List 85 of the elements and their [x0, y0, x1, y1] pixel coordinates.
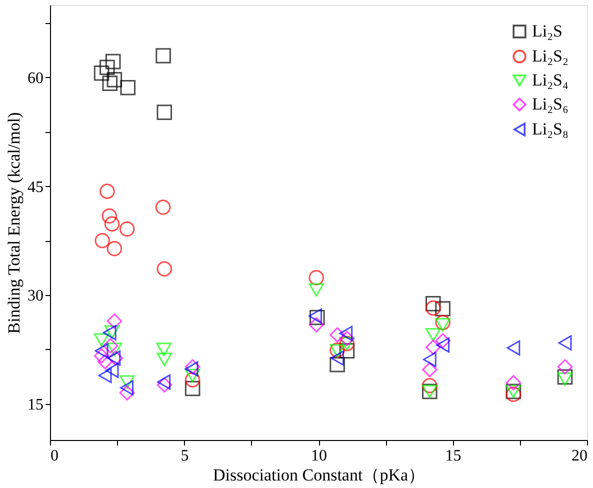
point — [426, 328, 441, 342]
point — [426, 296, 441, 312]
y-axis-title: Binding Total Energy (kcal/mol) — [4, 112, 24, 334]
point — [108, 350, 124, 366]
point — [308, 270, 324, 286]
point — [94, 348, 110, 364]
point — [155, 200, 171, 215]
point — [102, 325, 116, 340]
point — [426, 300, 441, 316]
y-tick-label: 15 — [28, 396, 44, 414]
point — [94, 343, 108, 358]
point — [119, 385, 135, 401]
point — [506, 375, 522, 390]
point — [97, 354, 113, 370]
point — [156, 342, 172, 356]
point — [308, 283, 324, 297]
point — [184, 380, 200, 396]
y-tick-label: 45 — [28, 178, 44, 196]
point — [308, 308, 322, 324]
x-tick-label: 15 — [445, 448, 462, 464]
point — [94, 66, 110, 81]
point — [308, 317, 324, 332]
point — [435, 301, 450, 316]
point — [339, 326, 353, 342]
point — [156, 48, 171, 64]
point — [94, 333, 110, 347]
point — [98, 368, 112, 384]
point — [106, 240, 122, 256]
point — [422, 352, 436, 368]
point — [100, 60, 115, 75]
x-tick-label: 10 — [311, 448, 327, 464]
point — [422, 378, 438, 394]
point — [184, 372, 200, 388]
x-tick-label: 5 — [180, 448, 189, 464]
y-tick-label: 30 — [28, 288, 44, 304]
point — [156, 377, 172, 393]
x-tick-label: 0 — [50, 448, 58, 464]
point — [105, 362, 119, 378]
point — [435, 318, 450, 332]
point — [106, 313, 122, 329]
point — [339, 330, 355, 346]
legend-label: Li₂S₈ — [532, 120, 568, 138]
point — [310, 310, 325, 326]
point — [330, 356, 345, 372]
point — [435, 333, 450, 348]
x-tick-label: 20 — [572, 448, 588, 464]
point — [119, 375, 135, 389]
point — [107, 350, 121, 366]
point — [120, 80, 136, 96]
point — [94, 232, 110, 248]
legend-label: Li₂S — [532, 22, 562, 40]
legend-label: Li₂S₆ — [532, 94, 568, 114]
legend-label: Li₂S₄ — [532, 70, 568, 90]
x-axis-title: Dissociation Constant（pKa） — [212, 466, 426, 484]
point — [102, 338, 118, 354]
point — [106, 342, 122, 356]
point — [558, 335, 572, 350]
point — [156, 352, 172, 366]
point — [557, 359, 573, 374]
point — [104, 325, 120, 339]
point — [157, 374, 171, 390]
point — [102, 208, 117, 224]
point — [119, 221, 135, 237]
point — [506, 340, 520, 356]
point — [102, 76, 118, 91]
point — [557, 372, 573, 386]
y-tick-label: 60 — [28, 70, 44, 87]
point — [506, 386, 522, 402]
point — [330, 327, 345, 343]
point — [106, 72, 122, 88]
point — [557, 369, 573, 385]
point — [422, 362, 438, 378]
point — [184, 368, 200, 382]
point — [105, 54, 121, 70]
legend-label: Li₂S₂ — [532, 46, 568, 66]
point — [426, 340, 441, 355]
point — [436, 337, 450, 353]
point — [435, 314, 450, 330]
point — [100, 184, 115, 199]
point — [330, 350, 344, 366]
point — [156, 104, 172, 120]
point — [339, 343, 355, 358]
point — [104, 216, 120, 232]
point — [120, 380, 134, 396]
point — [156, 261, 172, 277]
